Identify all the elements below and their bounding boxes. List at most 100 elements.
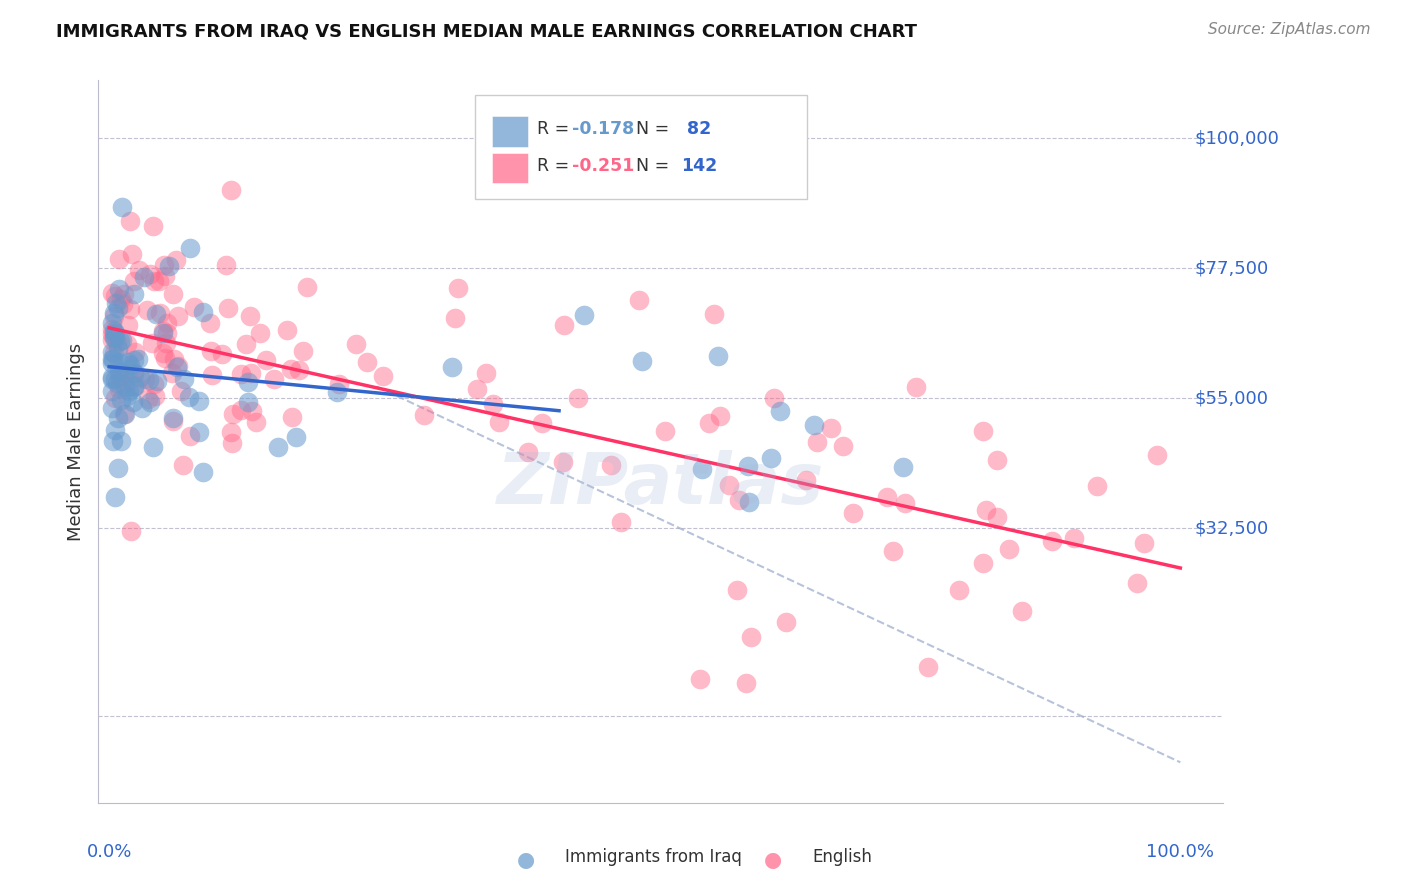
Point [235, 336, 257, 351]
Point [172, 458, 194, 472]
Point [111, 333, 134, 347]
Point [173, 372, 195, 386]
Point [104, 326, 127, 341]
Point [120, 358, 142, 372]
Point [152, 345, 174, 359]
Point [128, 262, 150, 277]
Point [177, 390, 200, 404]
Point [567, 392, 589, 406]
Point [820, 421, 842, 435]
Point [737, 459, 759, 474]
Point [104, 423, 127, 437]
Point [101, 351, 124, 366]
Point [107, 369, 129, 384]
Point [101, 344, 124, 359]
Point [101, 322, 124, 336]
Point [1011, 604, 1033, 618]
Point [101, 372, 124, 386]
Point [467, 383, 489, 397]
Point [108, 382, 131, 396]
Point [703, 307, 725, 321]
Text: 82: 82 [681, 120, 711, 138]
Point [120, 213, 142, 227]
Point [142, 440, 165, 454]
Text: -0.178: -0.178 [572, 120, 634, 138]
Point [794, 473, 817, 487]
Point [803, 418, 825, 433]
Point [276, 323, 298, 337]
Point [531, 416, 554, 430]
Point [111, 297, 134, 311]
Point [475, 366, 498, 380]
Point [108, 355, 131, 369]
Point [134, 371, 156, 385]
Text: Source: ZipAtlas.com: Source: ZipAtlas.com [1208, 22, 1371, 37]
FancyBboxPatch shape [475, 95, 807, 200]
Text: -0.251: -0.251 [572, 156, 634, 175]
Point [107, 342, 129, 356]
Point [986, 453, 1008, 467]
Text: ●: ● [517, 850, 534, 870]
Point [285, 430, 308, 444]
Point [122, 366, 145, 380]
FancyBboxPatch shape [492, 153, 529, 183]
Point [775, 615, 797, 629]
Point [101, 334, 124, 348]
Point [229, 368, 252, 382]
Point [709, 409, 731, 423]
Y-axis label: Median Male Earnings: Median Male Earnings [66, 343, 84, 541]
Point [101, 434, 124, 448]
Text: $100,000: $100,000 [1194, 129, 1279, 147]
Text: 142: 142 [681, 156, 717, 175]
Point [876, 490, 898, 504]
Point [162, 410, 184, 425]
Text: N =: N = [624, 156, 675, 175]
Point [122, 394, 145, 409]
Point [762, 392, 785, 406]
Point [239, 366, 262, 380]
Point [101, 370, 124, 384]
Point [110, 434, 132, 448]
Point [118, 361, 141, 376]
Text: IMMIGRANTS FROM IRAQ VS ENGLISH MEDIAN MALE EARNINGS CORRELATION CHART: IMMIGRANTS FROM IRAQ VS ENGLISH MEDIAN M… [56, 22, 917, 40]
Point [986, 509, 1008, 524]
Point [728, 493, 751, 508]
Point [143, 274, 166, 288]
Point [215, 258, 238, 272]
Point [103, 309, 125, 323]
Point [727, 583, 749, 598]
Point [122, 353, 145, 368]
Point [249, 326, 271, 341]
Point [191, 465, 214, 479]
Point [101, 327, 124, 342]
Point [738, 495, 761, 509]
Point [159, 260, 181, 274]
Point [153, 268, 176, 283]
Point [135, 303, 157, 318]
Point [200, 316, 222, 330]
Point [974, 502, 997, 516]
Point [759, 451, 782, 466]
Point [110, 393, 132, 408]
Point [972, 556, 994, 570]
Point [112, 365, 135, 379]
Point [211, 347, 233, 361]
Point [326, 384, 349, 399]
Point [769, 404, 792, 418]
Point [280, 361, 302, 376]
Point [1040, 533, 1063, 548]
Point [145, 307, 167, 321]
Point [122, 287, 145, 301]
Point [219, 425, 242, 440]
Point [894, 495, 917, 509]
Point [882, 544, 904, 558]
Point [122, 274, 145, 288]
Point [107, 252, 129, 266]
Text: R =: R = [537, 156, 575, 175]
Point [129, 370, 152, 384]
Point [111, 201, 134, 215]
Point [891, 459, 914, 474]
Point [236, 395, 259, 409]
Point [114, 370, 136, 384]
Point [238, 376, 260, 390]
